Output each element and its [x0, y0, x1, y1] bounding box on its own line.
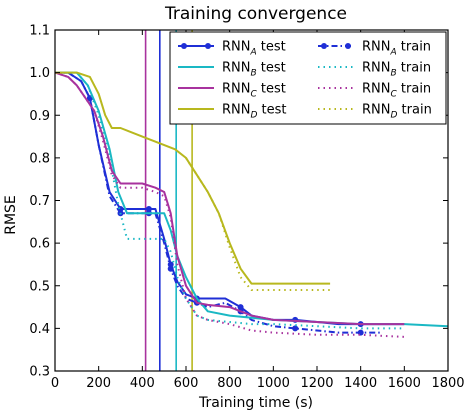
series-rnn-a-train-point	[292, 325, 299, 332]
y-tick-label: 1.1	[29, 24, 50, 39]
series-rnn-c-test-line	[55, 71, 405, 326]
legend-rnn-b-test-label: RNNB test	[222, 61, 286, 79]
y-tick-label: 0.6	[29, 237, 50, 252]
plot-area: 0 200 400 600 800 1000 1200 1400 1600 1800 0.3 0.4 0…	[29, 24, 464, 392]
x-axis-label: Training time (s)	[198, 395, 313, 411]
legend: RNNA test RNNA train RNNB test RNNB train RN…	[169, 31, 447, 125]
legend-rnn-a-test-marker	[205, 43, 211, 49]
x-tick-label: 400	[130, 376, 155, 391]
y-tick-label: 0.7	[29, 194, 50, 209]
x-tick-label: 0	[51, 376, 59, 391]
series-group	[55, 71, 448, 338]
legend-rnn-a-train-marker	[345, 43, 351, 49]
series-rnn-d-train-line	[185, 157, 331, 291]
series-rnn-b-train-line	[55, 71, 405, 330]
y-axis-label: RMSE	[3, 195, 19, 235]
y-tick-label: 0.8	[29, 151, 50, 166]
chart-title: Training convergence	[164, 4, 347, 24]
legend-rnn-d-test-label: RNND test	[222, 103, 287, 121]
y-tick-label: 1.0	[29, 66, 50, 81]
x-tick-label: 1000	[257, 376, 290, 391]
legend-box	[169, 31, 447, 125]
x-tick-label: 800	[217, 376, 242, 391]
series-rnn-a-train-point	[167, 265, 174, 272]
y-tick-label: 0.9	[29, 109, 50, 124]
x-tick-label: 1400	[344, 376, 377, 391]
x-tick-label: 1800	[431, 376, 464, 391]
legend-rnn-a-train-marker	[321, 43, 327, 49]
y-tick-label: 0.5	[29, 279, 50, 294]
x-tick-label: 600	[174, 376, 199, 391]
legend-rnn-c-train-label: RNNC train	[362, 82, 431, 100]
series-rnn-a-train-line	[55, 71, 383, 334]
x-tick-label: 1200	[300, 376, 333, 391]
x-tick-label: 200	[86, 376, 111, 391]
legend-rnn-c-test-label: RNNC test	[222, 82, 286, 100]
legend-rnn-a-test-label: RNNA test	[222, 40, 286, 58]
x-tick-label: 1600	[388, 376, 421, 391]
series-rnn-a-test-point	[145, 206, 152, 213]
series-rnn-a-test-point	[237, 304, 244, 311]
y-tick-label: 0.4	[29, 322, 50, 337]
legend-rnn-d-train-label: RNND train	[362, 103, 432, 121]
y-tick-label: 0.3	[29, 365, 50, 380]
legend-rnn-a-train-label: RNNA train	[362, 40, 431, 58]
legend-rnn-a-test-marker	[181, 43, 187, 49]
legend-rnn-b-train-label: RNNB train	[362, 61, 431, 79]
